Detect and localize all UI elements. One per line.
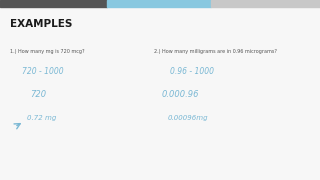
Text: 0.96 - 1000: 0.96 - 1000	[170, 68, 214, 76]
Text: 1.) How many mg is 720 mcg?: 1.) How many mg is 720 mcg?	[10, 49, 84, 54]
Text: EXAMPLES: EXAMPLES	[10, 19, 72, 29]
Text: 0.00096mg: 0.00096mg	[168, 115, 209, 121]
Text: 720 - 1000: 720 - 1000	[22, 68, 64, 76]
Bar	[107, 0, 211, 7]
Text: 0.72 mg: 0.72 mg	[27, 115, 57, 121]
Text: 720: 720	[30, 90, 46, 99]
Text: 0.000.96: 0.000.96	[162, 90, 199, 99]
Bar	[0, 0, 107, 7]
Text: 2.) How many milligrams are in 0.96 micrograms?: 2.) How many milligrams are in 0.96 micr…	[154, 49, 276, 54]
Bar	[211, 0, 320, 7]
